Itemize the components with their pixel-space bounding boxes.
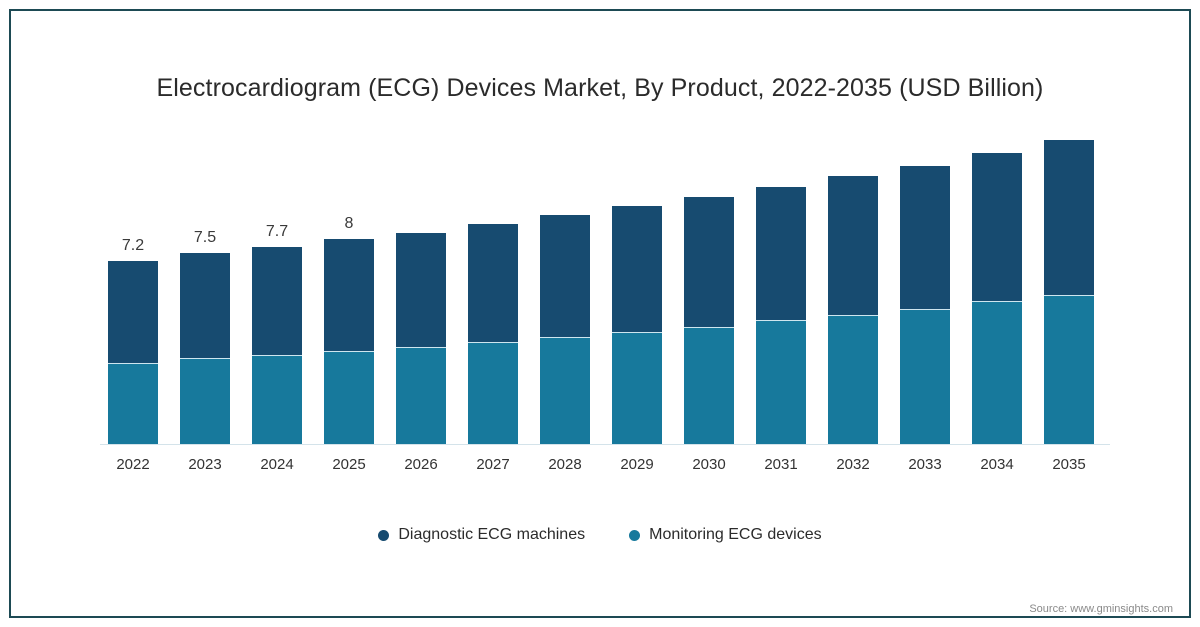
legend-item-1[interactable]: Diagnostic ECG machines xyxy=(378,526,585,544)
bar-stack xyxy=(684,197,734,445)
bar-segment-monitoring[interactable] xyxy=(684,327,734,445)
legend-item-label: Monitoring ECG devices xyxy=(649,526,822,543)
bar-stack xyxy=(828,176,878,445)
bar-segment-monitoring[interactable] xyxy=(252,355,302,445)
chart-legend: Diagnostic ECG machines Monitoring ECG de… xyxy=(0,526,1200,544)
x-tick-label-2034: 2034 xyxy=(980,456,1014,473)
bar-segment-diagnostic[interactable] xyxy=(828,176,878,315)
bar-stack xyxy=(972,153,1022,445)
bar-segment-monitoring[interactable] xyxy=(324,351,374,445)
bar-stack xyxy=(324,239,374,445)
bar-segment-monitoring[interactable] xyxy=(540,337,590,445)
bar-segment-diagnostic[interactable] xyxy=(540,215,590,337)
bar-group-2028[interactable] xyxy=(540,215,590,445)
bar-segment-monitoring[interactable] xyxy=(900,309,950,445)
x-tick-label-2022: 2022 xyxy=(116,456,150,473)
bar-group-2032[interactable] xyxy=(828,176,878,445)
bar-stack xyxy=(540,215,590,445)
bar-segment-monitoring[interactable] xyxy=(972,301,1022,445)
x-tick-label-2026: 2026 xyxy=(404,456,438,473)
bar-group-2022[interactable]: 7.2 xyxy=(108,237,158,445)
bar-value-label: 8 xyxy=(344,215,354,232)
x-tick-label-2035: 2035 xyxy=(1052,456,1086,473)
bar-stack xyxy=(252,247,302,445)
bar-value-label: 7.7 xyxy=(265,223,289,240)
x-tick-label-2024: 2024 xyxy=(260,456,294,473)
bar-segment-monitoring[interactable] xyxy=(468,342,518,445)
bar-segment-monitoring[interactable] xyxy=(756,320,806,445)
x-tick-label-2031: 2031 xyxy=(764,456,798,473)
bar-group-2030[interactable] xyxy=(684,197,734,445)
x-tick-label-2029: 2029 xyxy=(620,456,654,473)
bar-group-2026[interactable] xyxy=(396,233,446,445)
bar-segment-diagnostic[interactable] xyxy=(1044,140,1094,295)
bar-stack xyxy=(1044,140,1094,445)
bar-group-2025[interactable]: 8 xyxy=(324,215,374,445)
x-tick-label-2023: 2023 xyxy=(188,456,222,473)
bar-stack xyxy=(108,261,158,445)
x-tick-label-2032: 2032 xyxy=(836,456,870,473)
bar-stack xyxy=(612,206,662,445)
x-tick-label-2033: 2033 xyxy=(908,456,942,473)
bar-stack xyxy=(180,253,230,445)
bar-group-2027[interactable] xyxy=(468,224,518,445)
bar-stack xyxy=(900,166,950,445)
bar-segment-diagnostic[interactable] xyxy=(684,197,734,327)
bar-value-label: 7.5 xyxy=(193,229,217,246)
bar-segment-diagnostic[interactable] xyxy=(108,261,158,363)
bar-stack xyxy=(756,187,806,445)
x-axis-line xyxy=(100,444,1110,445)
bar-group-2035[interactable] xyxy=(1044,140,1094,445)
bar-segment-diagnostic[interactable] xyxy=(612,206,662,332)
chart-title: Electrocardiogram (ECG) Devices Market, … xyxy=(156,74,1044,102)
plot-area: 7.2 7.5 7.7 8 xyxy=(100,110,1110,445)
legend-dot-diagnostic-icon xyxy=(378,529,390,541)
bar-stack xyxy=(396,233,446,445)
x-tick-label-2030: 2030 xyxy=(692,456,726,473)
legend-item-label: Diagnostic ECG machines xyxy=(398,526,586,543)
bar-segment-monitoring[interactable] xyxy=(180,358,230,445)
bar-group-2029[interactable] xyxy=(612,206,662,445)
bar-segment-monitoring[interactable] xyxy=(1044,295,1094,445)
bar-segment-monitoring[interactable] xyxy=(612,332,662,445)
bar-segment-diagnostic[interactable] xyxy=(468,224,518,342)
bar-segment-diagnostic[interactable] xyxy=(396,233,446,347)
bar-group-2023[interactable]: 7.5 xyxy=(180,229,230,445)
bar-group-2034[interactable] xyxy=(972,153,1022,445)
bar-segment-monitoring[interactable] xyxy=(396,347,446,445)
bar-group-2033[interactable] xyxy=(900,166,950,445)
bar-segment-diagnostic[interactable] xyxy=(972,153,1022,301)
bar-segment-diagnostic[interactable] xyxy=(180,253,230,358)
x-tick-label-2028: 2028 xyxy=(548,456,582,473)
bar-stack xyxy=(468,224,518,445)
bar-segment-diagnostic[interactable] xyxy=(900,166,950,309)
legend-item-2[interactable]: Monitoring ECG devices xyxy=(629,526,822,544)
bar-group-2024[interactable]: 7.7 xyxy=(252,223,302,445)
bar-segment-monitoring[interactable] xyxy=(108,363,158,445)
bar-segment-monitoring[interactable] xyxy=(828,315,878,445)
bar-segment-diagnostic[interactable] xyxy=(324,239,374,351)
x-tick-label-2025: 2025 xyxy=(332,456,366,473)
bar-group-2031[interactable] xyxy=(756,187,806,445)
bar-segment-diagnostic[interactable] xyxy=(252,247,302,355)
bar-segment-diagnostic[interactable] xyxy=(756,187,806,320)
legend-dot-monitoring-icon xyxy=(629,529,641,541)
source-attribution: Source: www.gminsights.com xyxy=(1029,603,1173,615)
x-tick-label-2027: 2027 xyxy=(476,456,510,473)
bar-value-label: 7.2 xyxy=(121,237,145,254)
